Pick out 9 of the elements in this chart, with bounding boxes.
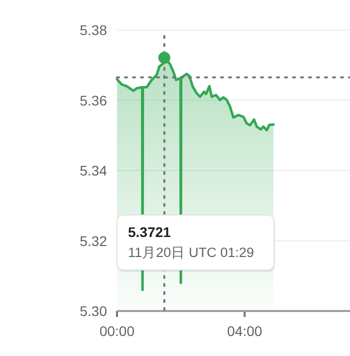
y-tick-label: 5.30 [80, 303, 108, 319]
annotation: 11月20日 UTC 01:29 [128, 245, 254, 260]
y-tick-label: 5.34 [80, 162, 108, 178]
x-tick-label: 04:00 [227, 323, 262, 339]
annotation: 5.3721 [128, 224, 172, 240]
y-tick-label: 5.36 [80, 92, 108, 108]
x-tick-label: 00:00 [99, 323, 135, 339]
y-tick-label: 5.38 [80, 22, 108, 38]
y-tick-label: 5.32 [80, 232, 108, 249]
